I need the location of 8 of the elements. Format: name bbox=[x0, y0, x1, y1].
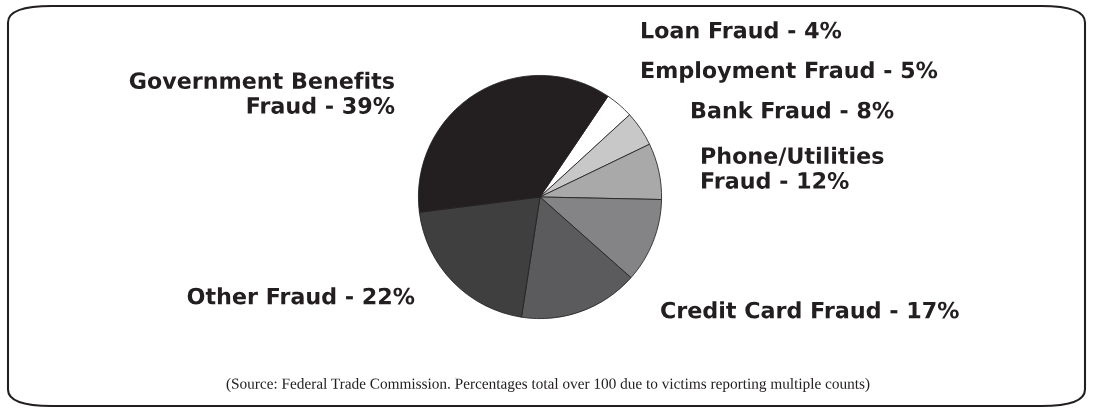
slice-label: Other Fraud - 22% bbox=[187, 287, 415, 305]
slice-label: Credit Card Fraud - 17% bbox=[661, 301, 959, 319]
text: (Source: Federal Trade Commission. Percentages total over 100 due to victims reporting multiple counts) bbox=[226, 378, 870, 392]
slice-label: Phone/Utilities Fraud - 12% bbox=[702, 146, 884, 189]
slice-label: Loan Fraud - 4% bbox=[642, 21, 842, 39]
slice-label: Government Benefits Fraud - 39% bbox=[129, 71, 395, 114]
slice-label: Employment Fraud - 5% bbox=[642, 61, 938, 83]
slice-label: Bank Fraud - 8% bbox=[692, 101, 894, 119]
